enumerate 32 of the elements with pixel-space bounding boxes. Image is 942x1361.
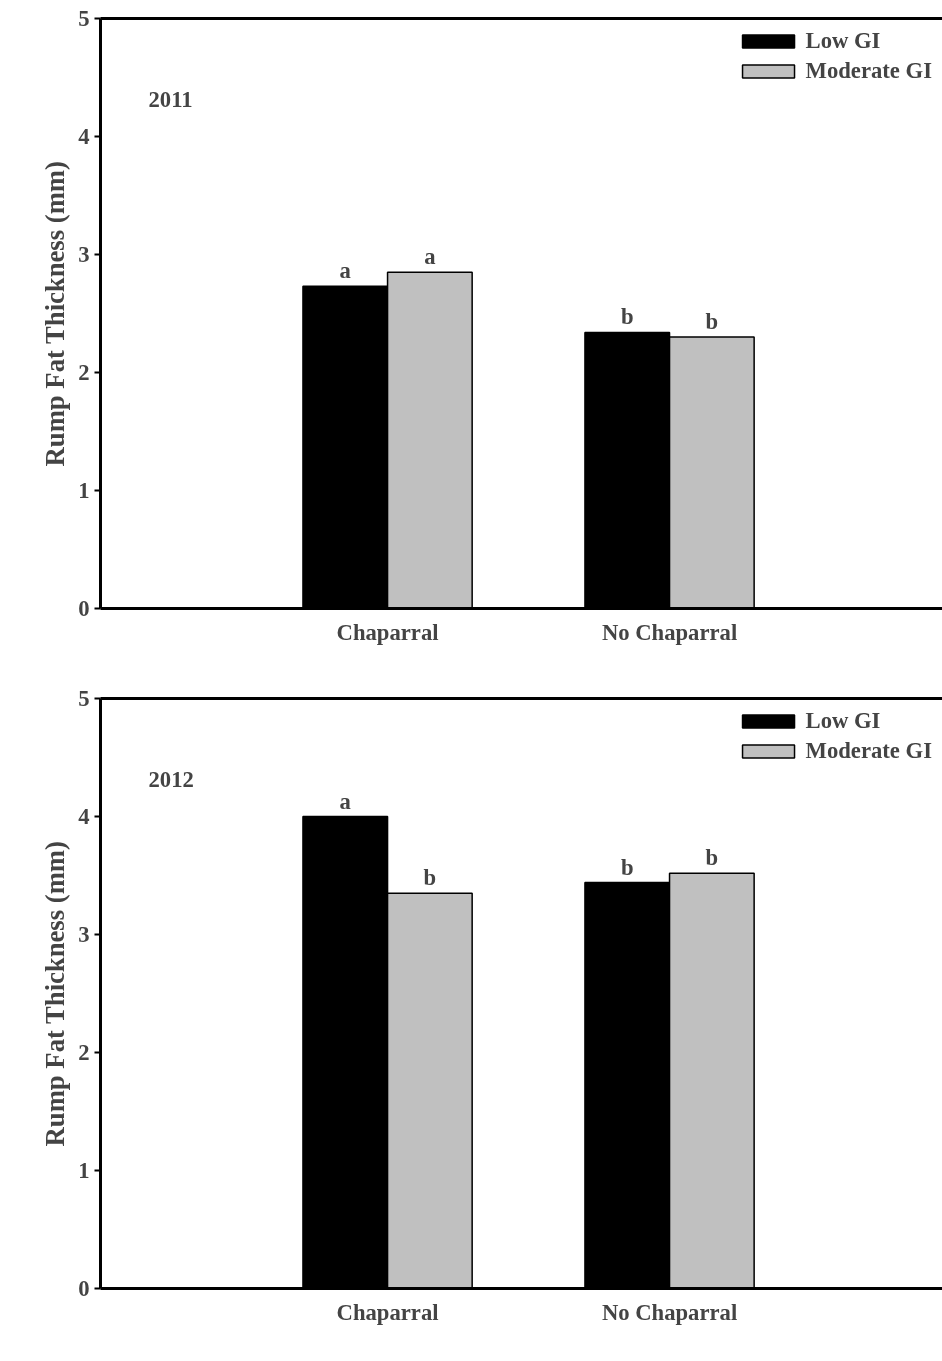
legend-label: Moderate GI	[805, 738, 932, 764]
y-axis-title: Rump Fat Thickness (mm)	[40, 841, 71, 1147]
text: 2012	[148, 766, 194, 792]
y-tick-label: 5	[78, 6, 90, 31]
annotation: a	[339, 788, 351, 814]
x-tick-label: No Chaparral	[601, 1299, 738, 1325]
y-tick-label: 3	[78, 922, 90, 947]
y-tick-label: 2	[78, 1040, 90, 1065]
y-tick-label: 5	[78, 686, 90, 711]
y-tick-label: 2	[78, 360, 90, 385]
y-tick-label: 1	[78, 478, 90, 503]
y-tick-label: 0	[78, 596, 90, 621]
legend-label: Moderate GI	[805, 58, 932, 84]
x-tick-label: Chaparral	[336, 1299, 439, 1325]
y-tick-label: 1	[78, 1158, 90, 1183]
annotation: b	[705, 309, 719, 335]
y-tick-label: 4	[78, 804, 90, 829]
y-tick-label: 3	[78, 242, 90, 267]
text: 2011	[148, 86, 193, 112]
annotation: b	[620, 854, 634, 880]
x-tick-label: Chaparral	[336, 619, 439, 645]
annotation: a	[339, 258, 351, 284]
annotation: b	[705, 845, 719, 871]
annotation: b	[620, 304, 634, 330]
x-tick-label: No Chaparral	[601, 619, 738, 645]
y-tick-label: 4	[78, 124, 90, 149]
y-axis-title: Rump Fat Thickness (mm)	[40, 161, 71, 467]
annotation: a	[424, 244, 436, 270]
legend-label: Low GI	[805, 28, 881, 54]
annotation: b	[423, 865, 437, 891]
legend-label: Low GI	[805, 708, 881, 734]
y-tick-label: 0	[78, 1276, 90, 1301]
